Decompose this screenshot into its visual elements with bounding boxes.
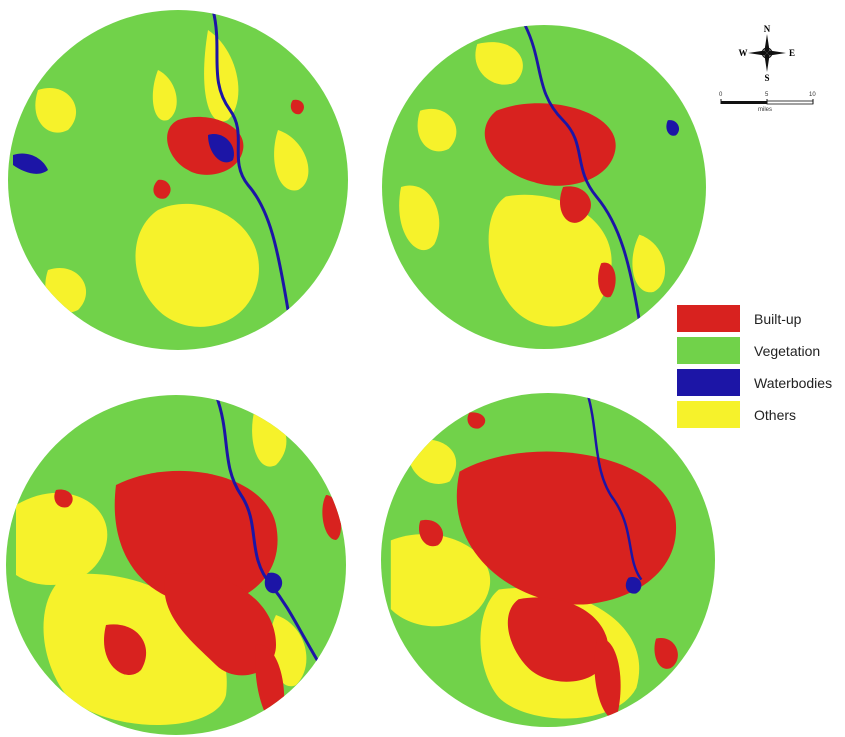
legend-label-built-up: Built-up — [754, 310, 802, 327]
legend-label-vegetation: Vegetation — [754, 342, 821, 359]
built-up-area — [467, 412, 486, 429]
built-up-area — [594, 638, 621, 719]
others-area — [488, 194, 612, 327]
others-area — [417, 108, 457, 152]
others-area — [152, 70, 177, 121]
waterbody — [208, 134, 234, 163]
land-cover-map-2 — [382, 25, 706, 349]
legend-label-others: Others — [754, 406, 797, 423]
legend-swatch-waterbodies — [677, 369, 740, 396]
legend-item-built-up: Built-up — [677, 305, 832, 332]
built-up-area — [54, 489, 73, 508]
land-cover-map-1 — [8, 10, 348, 350]
built-up-area — [114, 470, 278, 605]
scale-tick-10: 10 — [809, 92, 816, 98]
built-up-area — [507, 597, 609, 682]
land-cover-map-3-svg — [6, 395, 346, 735]
land-cover-map-4 — [381, 393, 715, 727]
compass-south: S — [764, 73, 769, 82]
legend-swatch-built-up — [677, 305, 740, 332]
river — [586, 393, 643, 581]
others-area — [16, 492, 108, 585]
others-area — [390, 534, 491, 627]
land-cover-map-3 — [6, 395, 346, 735]
land-cover-map-4-svg — [381, 393, 715, 727]
waterbody — [625, 576, 642, 594]
legend-item-others: Others — [677, 401, 832, 428]
built-up-area — [153, 179, 171, 199]
built-up-area — [419, 519, 444, 547]
built-up-area — [598, 262, 616, 298]
others-area — [632, 234, 666, 293]
others-area — [35, 88, 77, 133]
others-area — [399, 185, 440, 251]
compass-east: E — [789, 48, 795, 58]
compass-north: N — [764, 24, 771, 34]
lake — [13, 153, 48, 174]
scale-bar: 0 5 10 miles — [718, 92, 818, 124]
river — [214, 395, 328, 676]
compass-west: W — [739, 48, 748, 58]
legend-label-waterbodies: Waterbodies — [754, 374, 833, 391]
others-area — [135, 203, 259, 327]
built-up-area — [456, 451, 677, 605]
river — [523, 25, 641, 321]
scale-unit: miles — [758, 107, 773, 113]
scale-tick-0: 0 — [719, 92, 723, 98]
map-legend: Built-up Vegetation Waterbodies Others — [677, 305, 832, 433]
scale-bar-graphic — [720, 99, 814, 105]
built-up-area — [654, 637, 678, 669]
scale-tick-5: 5 — [765, 92, 769, 98]
north-arrow-icon: N S E W — [739, 24, 796, 83]
waterbody — [264, 572, 283, 594]
others-area — [274, 130, 309, 191]
built-up-area — [104, 624, 147, 675]
legend-swatch-others — [677, 401, 740, 428]
legend-item-vegetation: Vegetation — [677, 337, 832, 364]
legend-swatch-vegetation — [677, 337, 740, 364]
built-up-area — [164, 573, 276, 676]
land-cover-map-1-svg — [8, 10, 348, 350]
built-up-area — [559, 186, 591, 223]
others-area — [204, 30, 239, 122]
waterbody — [666, 120, 680, 136]
land-cover-map-2-svg — [382, 25, 706, 349]
legend-item-waterbodies: Waterbodies — [677, 369, 832, 396]
compass-rose: N S E W — [738, 24, 796, 83]
river — [211, 10, 290, 311]
others-area — [475, 42, 523, 85]
built-up-area — [290, 99, 304, 115]
